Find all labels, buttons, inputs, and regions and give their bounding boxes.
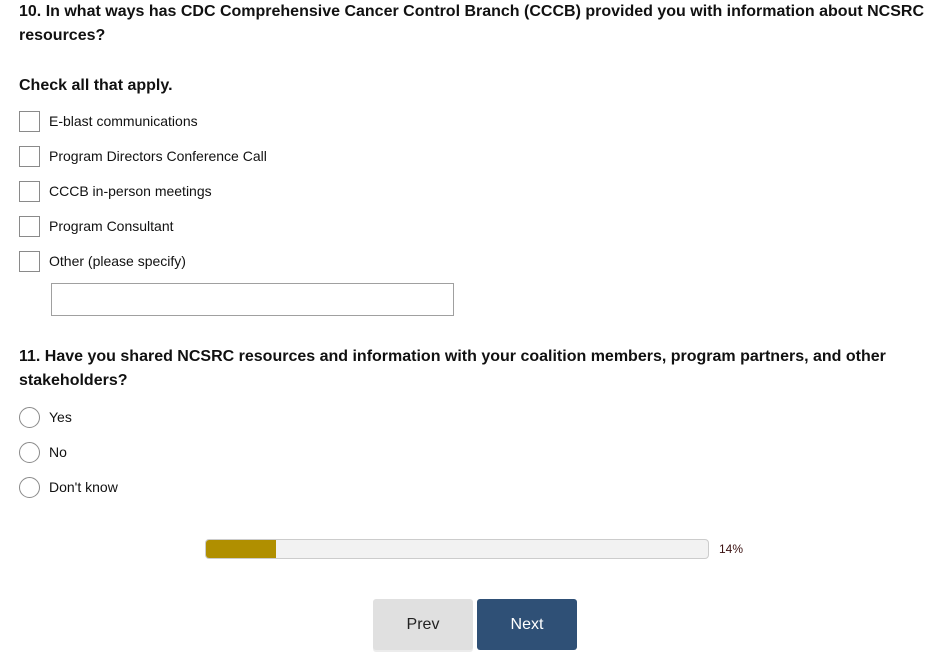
progress-bar-fill	[206, 540, 277, 558]
prev-button[interactable]: Prev	[373, 599, 473, 650]
checkbox[interactable]	[19, 110, 40, 132]
radio-button[interactable]	[19, 406, 40, 428]
checkbox[interactable]	[19, 145, 40, 167]
question-10-title: 10. In what ways has CDC Comprehensive C…	[19, 3, 924, 44]
progress-bar	[205, 539, 709, 559]
option-label: Program Directors Conference Call	[49, 148, 267, 164]
checkbox-option-other[interactable]: Other (please specify)	[19, 250, 186, 272]
option-label: CCCB in-person meetings	[49, 183, 212, 199]
option-label: Other (please specify)	[49, 253, 186, 269]
checkbox-option-in-person[interactable]: CCCB in-person meetings	[19, 180, 212, 202]
radio-button[interactable]	[19, 441, 40, 463]
option-label: Yes	[49, 409, 72, 425]
radio-option-no[interactable]: No	[19, 441, 67, 463]
option-label: No	[49, 444, 67, 460]
checkbox[interactable]	[19, 215, 40, 237]
checkbox-option-eblast[interactable]: E-blast communications	[19, 110, 198, 132]
checkbox[interactable]	[19, 250, 40, 272]
question-10-instruction: Check all that apply.	[19, 77, 173, 94]
radio-option-yes[interactable]: Yes	[19, 406, 72, 428]
question-11-title: 11. Have you shared NCSRC resources and …	[19, 348, 886, 389]
option-label: Program Consultant	[49, 218, 174, 234]
option-label: E-blast communications	[49, 113, 198, 129]
radio-option-dont-know[interactable]: Don't know	[19, 476, 118, 498]
radio-button[interactable]	[19, 476, 40, 498]
progress-percent: 14%	[719, 542, 744, 556]
option-label: Don't know	[49, 479, 118, 495]
checkbox-option-conference-call[interactable]: Program Directors Conference Call	[19, 145, 267, 167]
other-specify-input[interactable]	[51, 283, 454, 316]
checkbox-option-consultant[interactable]: Program Consultant	[19, 215, 174, 237]
checkbox[interactable]	[19, 180, 40, 202]
next-button[interactable]: Next	[477, 599, 577, 650]
